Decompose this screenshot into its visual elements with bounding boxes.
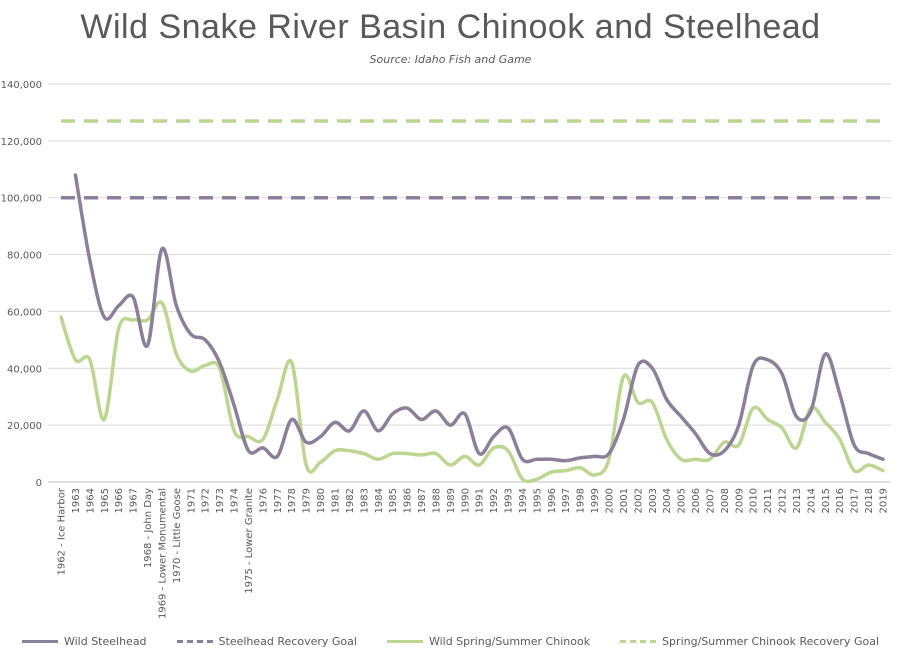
x-tick-label: 2010 bbox=[749, 488, 760, 513]
x-tick-label: 2016 bbox=[835, 488, 846, 513]
x-tick-label: 1963 bbox=[71, 488, 82, 513]
chart-legend: Wild Steelhead Steelhead Recovery Goal W… bbox=[0, 631, 901, 651]
chart-subtitle: Source: Idaho Fish and Game bbox=[369, 53, 532, 66]
x-tick-label: 2007 bbox=[705, 488, 716, 513]
y-tick-label: 140,000 bbox=[1, 80, 42, 91]
y-tick-label: 40,000 bbox=[7, 364, 42, 375]
y-tick-label: 100,000 bbox=[1, 194, 42, 205]
x-tick-label: 1984 bbox=[374, 488, 385, 513]
legend-label-wild-steelhead: Wild Steelhead bbox=[63, 634, 147, 648]
x-tick-label: 2002 bbox=[633, 488, 644, 513]
chart-title: Wild Snake River Basin Chinook and Steel… bbox=[80, 8, 821, 46]
series-line-wild-spring-summer-chinook bbox=[59, 300, 885, 484]
x-tick-label: 1989 bbox=[446, 488, 457, 513]
y-tick-label: 120,000 bbox=[1, 137, 42, 148]
x-tick-label: 1967 bbox=[129, 488, 140, 513]
y-tick-label: 0 bbox=[36, 478, 42, 489]
x-tick-label: 1997 bbox=[561, 488, 572, 513]
x-tick-label: 1972 bbox=[201, 488, 212, 513]
x-tick-label: 1970 - Little Goose bbox=[172, 488, 183, 583]
x-tick-label: 1998 bbox=[576, 488, 587, 513]
x-tick-label: 1999 bbox=[590, 488, 601, 513]
x-tick-label: 2015 bbox=[821, 488, 832, 513]
x-tick-label: 1966 bbox=[114, 488, 125, 513]
x-tick-label: 2005 bbox=[677, 488, 688, 513]
x-tick-label: 1962 - Ice Harbor bbox=[57, 487, 68, 575]
legend-item-wild-chinook: Wild Spring/Summer Chinook bbox=[386, 634, 591, 648]
x-tick-label: 2003 bbox=[648, 488, 659, 513]
legend-item-wild-steelhead: Wild Steelhead bbox=[21, 634, 147, 648]
x-tick-label: 1988 bbox=[431, 488, 442, 513]
y-tick-label: 20,000 bbox=[7, 421, 42, 432]
legend-label-wild-chinook: Wild Spring/Summer Chinook bbox=[428, 634, 591, 648]
x-tick-label: 1976 bbox=[258, 488, 269, 513]
legend-item-steelhead-goal: Steelhead Recovery Goal bbox=[176, 634, 357, 648]
x-tick-label: 1986 bbox=[403, 488, 414, 513]
legend-swatch-wild-steelhead bbox=[21, 639, 58, 643]
x-tick-label: 1971 bbox=[186, 488, 197, 513]
x-tick-label: 2017 bbox=[850, 488, 861, 513]
x-tick-label: 2008 bbox=[720, 488, 731, 513]
x-tick-label: 1975 - Lower Granite bbox=[244, 488, 255, 594]
x-tick-label: 1973 bbox=[215, 488, 226, 513]
x-tick-label: 1992 bbox=[489, 488, 500, 513]
legend-item-chinook-goal: Spring/Summer Chinook Recovery Goal bbox=[620, 635, 879, 648]
x-tick-label: 2006 bbox=[691, 488, 702, 513]
x-tick-label: 1978 bbox=[287, 488, 298, 513]
legend-label-steelhead-goal: Steelhead Recovery Goal bbox=[218, 634, 357, 648]
x-tick-label: 1981 bbox=[331, 488, 342, 513]
legend-label-chinook-goal: Spring/Summer Chinook Recovery Goal bbox=[662, 634, 880, 648]
legend-swatch-steelhead-goal bbox=[176, 639, 213, 643]
x-tick-label: 1982 bbox=[345, 488, 356, 513]
x-tick-label: 1995 bbox=[532, 488, 543, 513]
y-tick-label: 80,000 bbox=[7, 251, 42, 262]
x-tick-label: 1996 bbox=[547, 488, 558, 513]
x-tick-label: 2019 bbox=[879, 488, 890, 513]
x-tick-label: 2013 bbox=[792, 488, 803, 513]
x-tick-label: 1990 bbox=[460, 488, 471, 513]
x-tick-label: 1977 bbox=[273, 488, 284, 513]
x-tick-label: 1991 bbox=[475, 488, 486, 513]
x-tick-label: 1983 bbox=[359, 488, 370, 513]
series-line-wild-steelhead bbox=[73, 173, 885, 464]
x-tick-label: 1993 bbox=[504, 488, 515, 513]
x-tick-label: 1974 bbox=[230, 488, 241, 513]
x-tick-label: 2000 bbox=[605, 488, 616, 513]
x-tick-label: 2011 bbox=[763, 488, 774, 513]
legend-swatch-wild-chinook bbox=[386, 639, 423, 643]
x-tick-label: 2012 bbox=[778, 488, 789, 513]
x-tick-label: 1965 bbox=[100, 488, 111, 513]
x-tick-label: 1994 bbox=[518, 488, 529, 513]
x-tick-label: 2014 bbox=[806, 488, 817, 513]
x-tick-label: 1980 bbox=[316, 488, 327, 513]
x-tick-label: 2009 bbox=[734, 488, 745, 513]
x-tick-label: 2004 bbox=[662, 488, 673, 513]
x-tick-label: 1985 bbox=[388, 488, 399, 513]
x-tick-label: 1987 bbox=[417, 488, 428, 513]
x-tick-label: 2001 bbox=[619, 488, 630, 513]
x-tick-label: 2018 bbox=[864, 488, 875, 513]
x-tick-label: 1979 bbox=[302, 488, 313, 513]
y-tick-label: 60,000 bbox=[7, 307, 42, 318]
legend-swatch-chinook-goal bbox=[620, 639, 657, 643]
x-tick-label: 1964 bbox=[85, 488, 96, 513]
x-tick-label: 1968 - John Day bbox=[143, 488, 154, 568]
x-tick-label: 1969 - Lower Monumental bbox=[157, 488, 168, 619]
